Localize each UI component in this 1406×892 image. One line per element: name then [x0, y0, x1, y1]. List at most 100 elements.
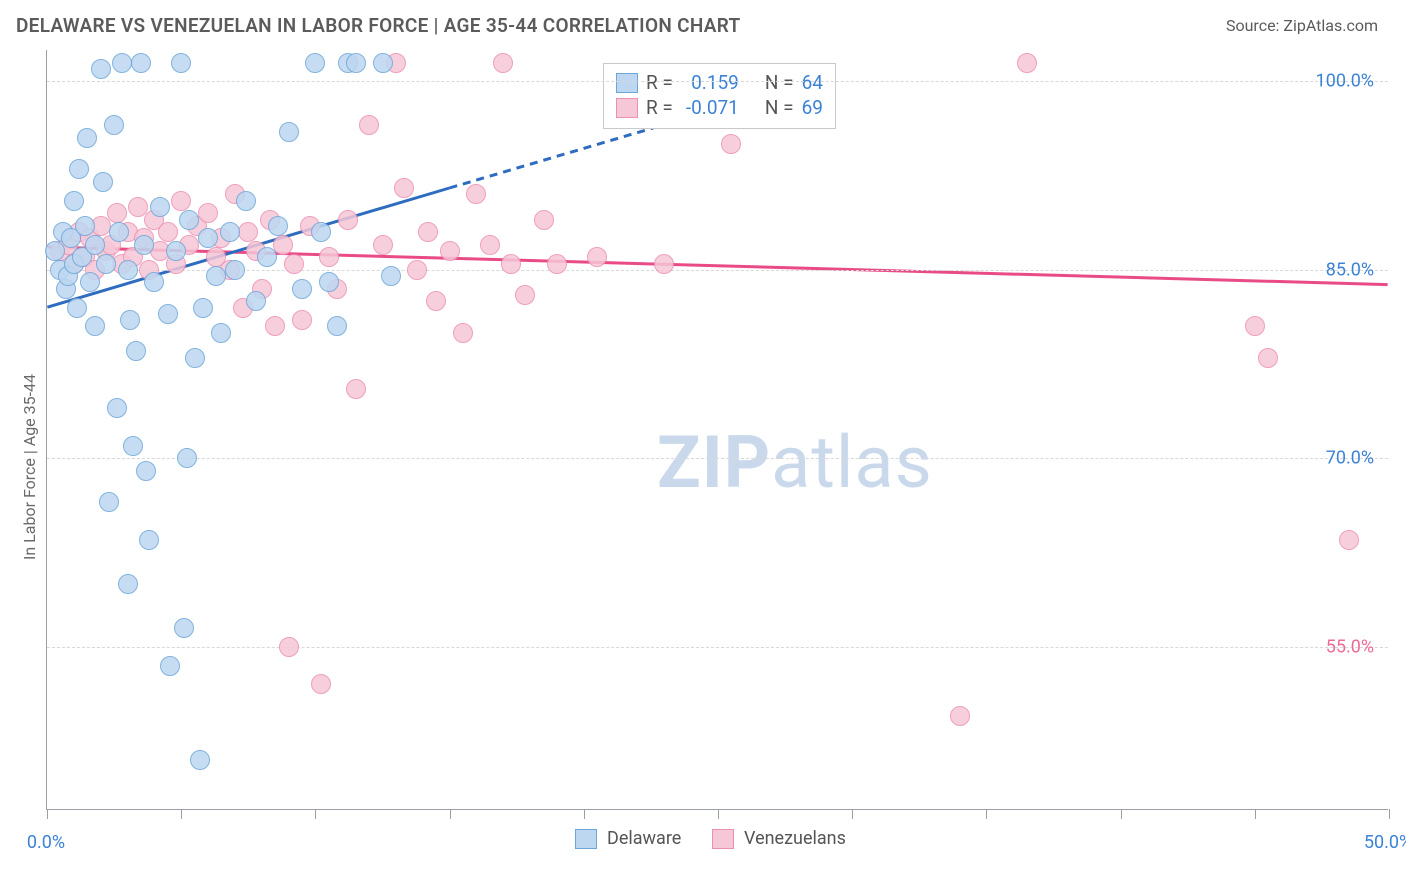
scatter-point-venezuelans [453, 323, 473, 343]
scatter-point-venezuelans [587, 247, 607, 267]
scatter-point-delaware [75, 216, 95, 236]
scatter-point-delaware [279, 122, 299, 142]
scatter-point-venezuelans [273, 235, 293, 255]
y-tick-label: 70.0% [1326, 448, 1374, 469]
scatter-point-delaware [99, 492, 119, 512]
scatter-point-delaware [150, 197, 170, 217]
scatter-point-venezuelans [279, 637, 299, 657]
scatter-point-delaware [185, 348, 205, 368]
y-gridline [47, 270, 1388, 271]
chart-header: DELAWARE VS VENEZUELAN IN LABOR FORCE | … [0, 0, 1406, 47]
n-value: 64 [802, 71, 823, 94]
scatter-point-delaware [139, 530, 159, 550]
scatter-point-delaware [381, 266, 401, 286]
scatter-point-venezuelans [265, 316, 285, 336]
scatter-point-delaware [64, 191, 84, 211]
scatter-point-venezuelans [394, 178, 414, 198]
y-gridline [47, 458, 1388, 459]
scatter-point-delaware [171, 53, 191, 73]
legend-label: Delaware [607, 828, 681, 849]
scatter-point-delaware [177, 448, 197, 468]
scatter-point-delaware [327, 316, 347, 336]
scatter-point-venezuelans [440, 241, 460, 261]
scatter-point-venezuelans [426, 291, 446, 311]
trend-lines-layer [47, 50, 1388, 809]
scatter-point-venezuelans [654, 254, 674, 274]
y-gridline [47, 647, 1388, 648]
scatter-point-venezuelans [1245, 316, 1265, 336]
legend-label: Venezuelans [744, 828, 846, 849]
scatter-point-delaware [131, 53, 151, 73]
scatter-point-delaware [166, 241, 186, 261]
scatter-point-delaware [134, 235, 154, 255]
scatter-point-delaware [112, 53, 132, 73]
x-tick [584, 809, 585, 819]
scatter-point-venezuelans [238, 222, 258, 242]
scatter-point-venezuelans [171, 191, 191, 211]
x-tick [450, 809, 451, 819]
scatter-point-delaware [292, 279, 312, 299]
scatter-point-delaware [91, 59, 111, 79]
scatter-point-venezuelans [311, 674, 331, 694]
scatter-point-delaware [118, 260, 138, 280]
scatter-point-delaware [93, 172, 113, 192]
x-tick [315, 809, 316, 819]
x-tick [852, 809, 853, 819]
legend-swatch-delaware [616, 73, 638, 93]
scatter-point-venezuelans [359, 115, 379, 135]
y-tick-label: 55.0% [1326, 636, 1374, 657]
y-gridline [47, 81, 1388, 82]
scatter-plot: ZIPatlas R =0.159N =64R =-0.071N =69 100… [46, 50, 1388, 810]
scatter-point-venezuelans [346, 379, 366, 399]
scatter-point-venezuelans [534, 210, 554, 230]
x-tick [986, 809, 987, 819]
scatter-point-delaware [257, 247, 277, 267]
scatter-point-venezuelans [466, 184, 486, 204]
x-tick [718, 809, 719, 819]
source-label: Source: ZipAtlas.com [1226, 16, 1378, 35]
stats-row-delaware: R =0.159N =64 [616, 70, 823, 95]
scatter-point-delaware [220, 222, 240, 242]
scatter-point-venezuelans [1017, 53, 1037, 73]
scatter-point-delaware [136, 461, 156, 481]
scatter-point-delaware [67, 298, 87, 318]
n-label: N = [765, 96, 794, 119]
scatter-point-delaware [174, 618, 194, 638]
scatter-point-delaware [126, 341, 146, 361]
scatter-point-venezuelans [284, 254, 304, 274]
scatter-point-venezuelans [721, 134, 741, 154]
correlation-stats-box: R =0.159N =64R =-0.071N =69 [603, 63, 836, 129]
scatter-point-delaware [120, 310, 140, 330]
scatter-point-delaware [311, 222, 331, 242]
scatter-point-venezuelans [373, 235, 393, 255]
scatter-point-delaware [160, 656, 180, 676]
scatter-point-venezuelans [198, 203, 218, 223]
scatter-point-delaware [373, 53, 393, 73]
x-tick-label: 50.0% [1364, 832, 1406, 853]
scatter-point-delaware [236, 191, 256, 211]
scatter-point-venezuelans [158, 222, 178, 242]
scatter-point-venezuelans [950, 706, 970, 726]
scatter-point-venezuelans [1258, 348, 1278, 368]
legend-swatch-venezuelans [712, 829, 734, 849]
scatter-point-delaware [118, 574, 138, 594]
legend-item-venezuelans: Venezuelans [712, 828, 846, 849]
x-tick [47, 809, 48, 819]
scatter-point-delaware [190, 750, 210, 770]
x-tick-label: 0.0% [27, 832, 65, 853]
r-label: R = [646, 96, 673, 119]
scatter-point-delaware [179, 210, 199, 230]
scatter-point-delaware [109, 222, 129, 242]
scatter-point-delaware [107, 398, 127, 418]
scatter-point-venezuelans [338, 210, 358, 230]
scatter-point-venezuelans [501, 254, 521, 274]
scatter-point-delaware [123, 436, 143, 456]
scatter-point-delaware [144, 272, 164, 292]
scatter-point-delaware [158, 304, 178, 324]
scatter-point-delaware [193, 298, 213, 318]
scatter-point-delaware [85, 316, 105, 336]
scatter-point-delaware [268, 216, 288, 236]
scatter-point-venezuelans [1339, 530, 1359, 550]
scatter-point-delaware [225, 260, 245, 280]
scatter-point-venezuelans [319, 247, 339, 267]
